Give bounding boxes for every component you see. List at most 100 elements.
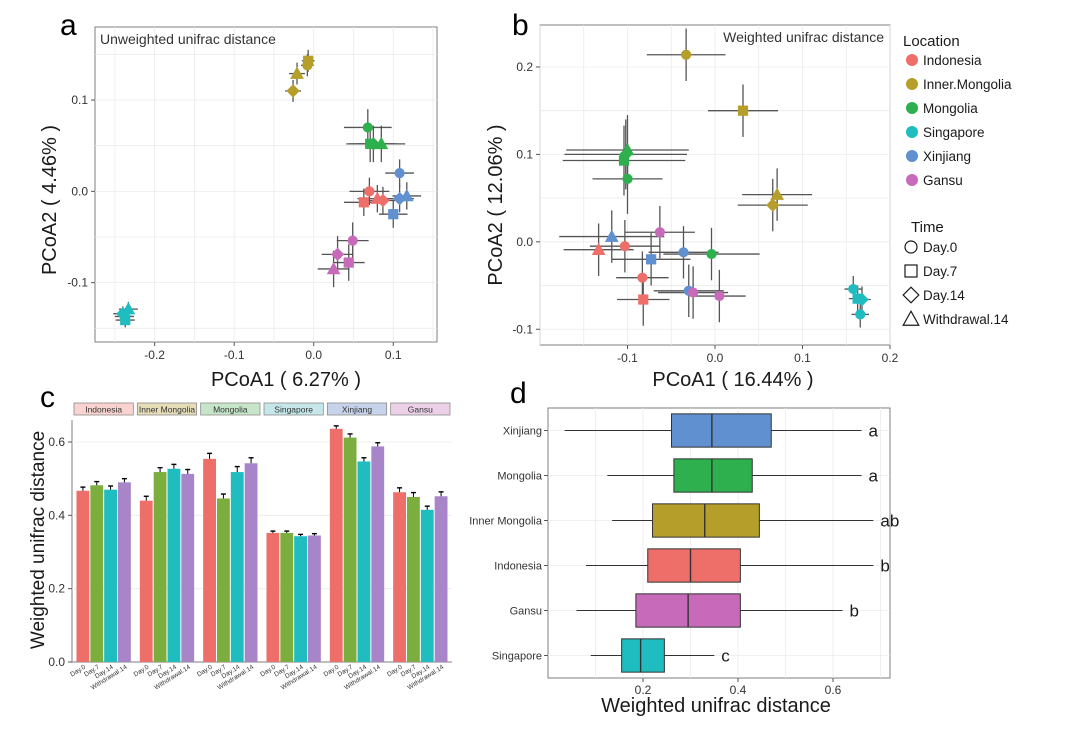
panel-c-strip-label-singapore: Singapore — [274, 405, 313, 415]
panel-d-tick-labels: 0.2 0.4 0.6 Xinjiang Mongolia Inner Mongolia I… — [469, 426, 841, 698]
panel-c-bar-xinjiang-day-7 — [343, 437, 357, 662]
panel-c-bar-mongolia-day-0 — [203, 458, 216, 662]
panel-a-point-singapore-withdrawal-14 — [121, 302, 136, 315]
panel-c-bar-indonesia-day-7 — [90, 485, 104, 662]
panel-b-tick-labels: -0.1 0.0 0.1 0.2 -0.1 0.0 0.1 0.2 — [512, 60, 898, 365]
legend-time-title: Time — [911, 219, 944, 236]
panel-c-strip-label-gansu: Gansu — [408, 405, 433, 415]
panel-c-bar-mongolia-withdrawal-14 — [244, 463, 258, 662]
legend-location-items: Indonesia Inner.Mongolia Mongolia Singapore… — [906, 53, 1012, 188]
panel-b-y-tick-label: 0.1 — [516, 147, 533, 161]
panel-b-point-mongolia-withdrawal-14 — [620, 142, 635, 156]
panel-c-y-tick-label: 0.6 — [48, 435, 65, 449]
panel-d-y-tick-label-mongolia: Mongolia — [497, 471, 543, 483]
panel-d-box-mongolia — [673, 458, 753, 493]
panel-c-y-axis-label: Weighted unifrac distance — [28, 431, 49, 649]
panel-d-letter-singapore: c — [721, 647, 730, 666]
panel-c-facet-strips: Indonesia Inner Mongolia Mongolia Singapore… — [73, 402, 451, 416]
panel-c-bar-indonesia-withdrawal-14 — [118, 482, 131, 662]
panel-a-x-axis-label: PCoA1 ( 6.27% ) — [211, 369, 361, 391]
panel-c-strip-label-indonesia: Indonesia — [85, 405, 122, 415]
panel-b-point-singapore-day-14 — [855, 292, 869, 307]
legend-label-withdrawal-14: Withdrawal.14 — [923, 312, 1009, 327]
panel-d-letter-indonesia: b — [880, 557, 889, 576]
panel-b-points — [559, 28, 871, 328]
panel-a-point-gansu-day-0 — [347, 235, 358, 246]
panel-b-x-tick-label: -0.1 — [617, 351, 638, 365]
panel-c-y-tick-label: 0.0 — [48, 655, 65, 669]
panel-c-bar-indonesia-day-14 — [104, 489, 117, 662]
panel-a-point-inner-mongolia-withdrawal-14 — [290, 66, 304, 79]
panel-b-point-singapore-day-0 — [848, 283, 859, 295]
panel-c-bar-gansu-withdrawal-14 — [434, 496, 448, 662]
panel-b-point-gansu-day-0 — [654, 227, 665, 238]
panel-b-y-tick-label: 0.2 — [516, 60, 533, 74]
panel-c-strip-gansu — [390, 402, 451, 416]
panel-c-bar-xinjiang-day-0 — [329, 428, 343, 662]
panel-a-point-inner-mongolia-day-14 — [286, 84, 300, 98]
panel-c-bar-singapore-withdrawal-14 — [308, 535, 321, 662]
panel-label-a: a — [60, 9, 77, 42]
legend-shape-day-7 — [904, 264, 918, 278]
legend-swatch-indonesia — [906, 54, 918, 66]
panel-a-scatter: -0.2 -0.1 0.0 0.1 -0.1 0.0 0.1 Unweighted unif… — [39, 26, 438, 391]
panel-d-frame — [547, 407, 891, 679]
panel-d-letter-gansu: b — [850, 602, 859, 621]
panel-b-point-inner-mongolia-day-7 — [737, 105, 749, 116]
panel-b-x-tick-label: 0.0 — [707, 351, 724, 365]
panel-b-point-xinjiang-day-7 — [646, 254, 657, 265]
panel-a-point-xinjiang-day-0 — [394, 167, 405, 179]
legend-label-xinjiang: Xinjiang — [923, 149, 971, 164]
panel-c-bar-mongolia-day-14 — [230, 472, 244, 662]
panel-c-bar-gansu-day-14 — [420, 509, 434, 662]
panel-a-point-mongolia-day-0 — [362, 122, 373, 133]
legend-label-singapore: Singapore — [923, 125, 985, 140]
panel-b-y-tick-label: -0.1 — [512, 322, 533, 336]
panel-d-letter-mongolia: a — [869, 467, 879, 486]
panel-c-bars — [76, 425, 448, 662]
panel-a-y-axis-label: PCoA2 ( 4.46% ) — [39, 125, 61, 275]
panel-d-x-tick-label: 0.4 — [730, 683, 747, 697]
panel-a-point-gansu-withdrawal-14 — [326, 261, 341, 275]
legend-label-day-7: Day.7 — [923, 264, 957, 279]
panel-b-x-tick-label: 0.2 — [882, 351, 899, 365]
legend-swatch-singapore — [906, 126, 918, 138]
panel-b-point-gansu-day-0 — [714, 290, 725, 302]
panel-b-x-tick-label: 0.1 — [794, 351, 811, 365]
panel-a-x-tick-label: -0.2 — [144, 348, 165, 362]
panel-d-box-indonesia — [647, 548, 741, 583]
legend-label-inner-mongolia: Inner.Mongolia — [923, 77, 1012, 92]
panel-b-point-inner-mongolia-day-14 — [766, 198, 780, 212]
panel-b-title: Weighted unifrac distance — [723, 29, 884, 45]
panel-b-point-inner-mongolia-day-0 — [681, 49, 692, 60]
panel-d-x-axis-label: Weighted unifrac distance — [601, 695, 831, 717]
panel-d-letter-xinjiang: a — [869, 422, 879, 441]
panel-b-point-gansu-day-0 — [688, 287, 699, 298]
panel-d-box-xinjiang — [671, 413, 772, 448]
panel-a-point-mongolia-withdrawal-14 — [374, 136, 389, 150]
panel-c-bar-singapore-day-14 — [294, 536, 307, 662]
panel-d-boxplot: a a ab b b c 0.2 0.4 0.6 Xinjiang Mongolia Inner M… — [469, 407, 899, 717]
legend-time-items: Day.0 Day.7 Day.14 Withdrawal.14 — [902, 240, 1009, 327]
panel-b-point-indonesia-day-7 — [638, 294, 649, 305]
legend-shape-withdrawal-14 — [902, 309, 920, 326]
panel-d-y-tick-label-gansu: Gansu — [510, 606, 542, 618]
panel-a-x-tick-label: 0.1 — [385, 348, 402, 362]
panel-a-point-inner-mongolia-day-7 — [303, 55, 314, 66]
panel-c-bar-indonesia-day-0 — [76, 490, 90, 662]
panel-a-x-tick-label: -0.1 — [224, 348, 245, 362]
panel-d-box-inner-mongolia — [652, 503, 760, 538]
panel-c-bar-mongolia-day-7 — [217, 498, 230, 662]
panel-a-y-tick-label: 0.1 — [71, 93, 88, 107]
legend-label-indonesia: Indonesia — [923, 53, 982, 68]
panel-b-point-xinjiang-day-0 — [678, 247, 689, 258]
panel-c-y-tick-label: 0.4 — [48, 508, 65, 522]
panel-a-point-indonesia-day-0 — [364, 186, 375, 197]
panel-a-point-xinjiang-day-7 — [388, 209, 399, 220]
panel-d-box-singapore — [621, 638, 665, 673]
legend-swatch-xinjiang — [906, 150, 918, 162]
legend-label-gansu: Gansu — [923, 173, 963, 188]
panel-c-bar-chart: Indonesia Inner Mongolia Mongolia Singapore… — [28, 402, 452, 692]
panel-c-strip-label-xinjiang: Xinjiang — [342, 405, 373, 415]
panel-a-point-gansu-day-7 — [343, 257, 354, 268]
